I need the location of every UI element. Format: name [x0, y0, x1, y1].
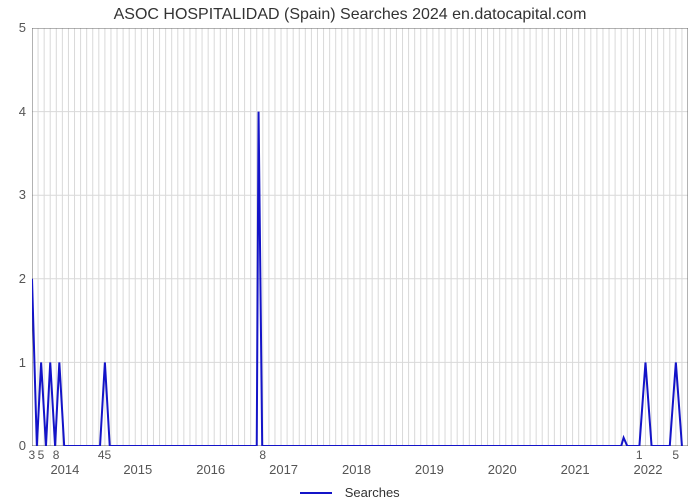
xtick-year-label: 2018: [342, 462, 371, 477]
xtick-year-label: 2022: [634, 462, 663, 477]
legend: Searches: [0, 484, 700, 502]
xtick-year-label: 2015: [123, 462, 152, 477]
xtick-sub-label: 8: [259, 448, 266, 462]
chart-container: ASOC HOSPITALIDAD (Spain) Searches 2024 …: [0, 0, 700, 500]
ytick-label: 3: [19, 187, 26, 202]
xtick-sub-label: 45: [98, 448, 111, 462]
legend-swatch: [300, 492, 332, 494]
xtick-sub-label: 8: [53, 448, 60, 462]
xtick-year-label: 2021: [561, 462, 590, 477]
xtick-year-label: 2014: [50, 462, 79, 477]
xtick-sub-label: 1: [636, 448, 643, 462]
xtick-sub-label: 5: [672, 448, 679, 462]
xtick-year-label: 2017: [269, 462, 298, 477]
xtick-year-label: 2020: [488, 462, 517, 477]
ytick-label: 0: [19, 438, 26, 453]
chart-title: ASOC HOSPITALIDAD (Spain) Searches 2024 …: [0, 6, 700, 24]
ytick-label: 4: [19, 104, 26, 119]
xtick-sub-label: 5: [38, 448, 45, 462]
ytick-label: 5: [19, 20, 26, 35]
ytick-label: 1: [19, 355, 26, 370]
xtick-year-label: 2016: [196, 462, 225, 477]
xtick-sub-label: 3: [29, 448, 36, 462]
ytick-label: 2: [19, 271, 26, 286]
legend-label: Searches: [345, 485, 400, 500]
plot-area: [32, 28, 688, 446]
xtick-year-label: 2019: [415, 462, 444, 477]
